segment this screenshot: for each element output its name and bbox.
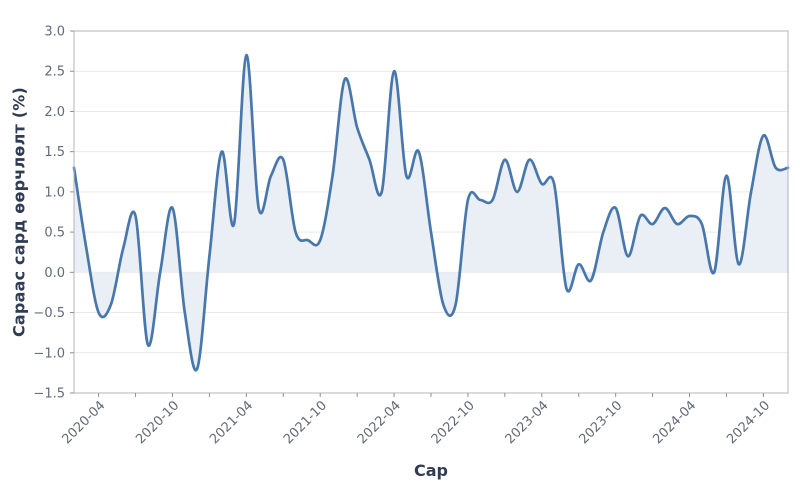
x-tick-label: 2022-04 [355, 398, 404, 447]
plot-border [73, 30, 789, 394]
x-tick-label: 2021-04 [207, 398, 256, 447]
y-tick-label: 2.5 [44, 65, 65, 80]
y-tick-label: 0.5 [44, 226, 65, 241]
x-tick-label: 2024-10 [724, 398, 773, 447]
x-tick-label: 2023-04 [503, 398, 552, 447]
x-tick-label: 2022-10 [429, 398, 478, 447]
y-tick-label: −0.5 [33, 306, 65, 321]
x-axis-label: Сар [414, 461, 448, 480]
trend-line [72, 53, 790, 372]
y-tick-label: 1.0 [44, 185, 65, 200]
y-tick-label: −1.5 [33, 387, 65, 402]
y-tick-label: 0.0 [44, 266, 65, 281]
x-tick-label: 2020-10 [133, 398, 182, 447]
area-fill [74, 55, 788, 371]
x-tick-label: 2024-04 [650, 398, 699, 447]
y-tick-label: −1.0 [33, 346, 65, 361]
y-tick-label: 2.0 [44, 105, 65, 120]
x-tick-label: 2023-10 [576, 398, 625, 447]
y-tick-label: 3.0 [44, 25, 65, 40]
y-tick-label: 1.5 [44, 145, 65, 160]
y-axis-label: Сараас сард өөрчлөлт (%) [9, 86, 29, 338]
x-tick-label: 2021-10 [281, 398, 330, 447]
x-tick-label: 2020-04 [59, 398, 108, 447]
